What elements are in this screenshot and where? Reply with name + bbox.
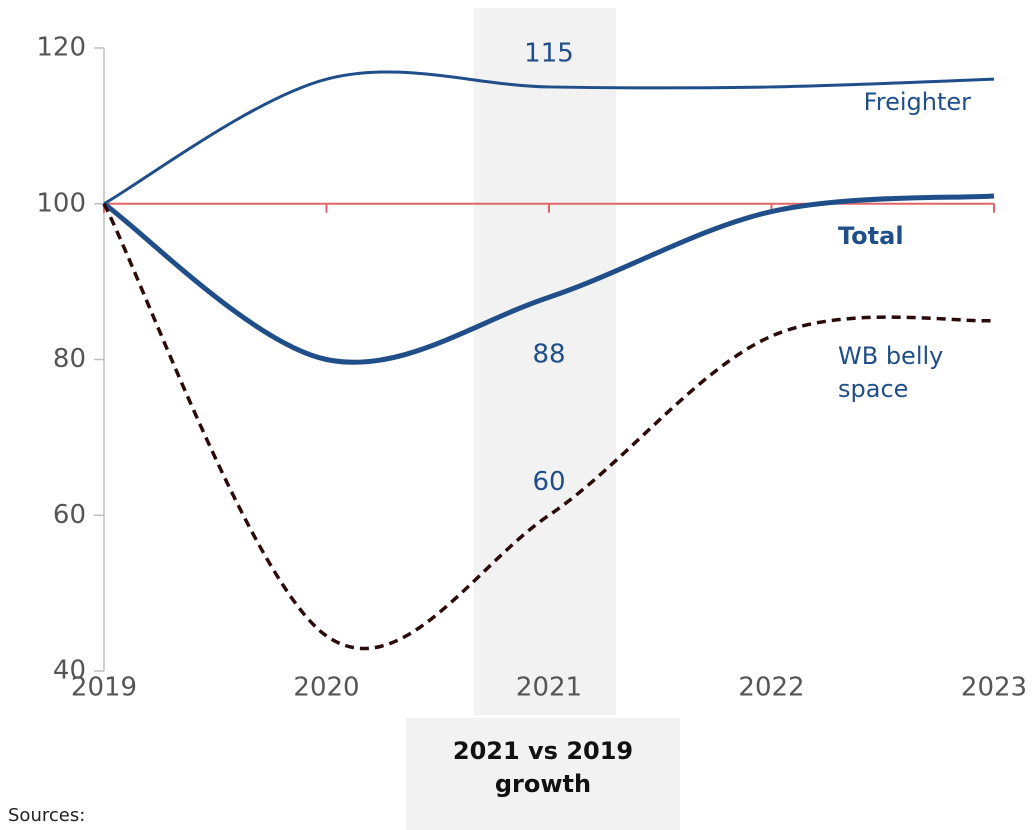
x-tick-label: 2023 xyxy=(961,673,1027,703)
x-tick-label: 2019 xyxy=(71,673,137,703)
y-tick-label: 80 xyxy=(53,344,86,374)
y-tick-label: 120 xyxy=(36,33,86,63)
data-label: 60 xyxy=(532,467,565,497)
series-line xyxy=(102,202,995,651)
y-tick-label: 100 xyxy=(36,188,86,218)
x-tick-label: 2020 xyxy=(293,673,359,703)
data-label: 115 xyxy=(524,38,574,68)
series-label: Total xyxy=(838,222,904,250)
series-line xyxy=(103,70,995,206)
sources: Sources: xyxy=(8,805,86,826)
highlight-label: 2021 vs 2019 growth xyxy=(452,737,634,798)
series-label: WB belly space xyxy=(838,342,944,403)
highlight-label-box xyxy=(406,718,680,830)
x-tick-label: 2021 xyxy=(516,673,582,703)
x-tick-label: 2022 xyxy=(738,673,804,703)
data-label: 88 xyxy=(532,340,565,370)
y-tick-label: 40 xyxy=(53,656,86,686)
series-line xyxy=(102,193,995,365)
y-tick-label: 60 xyxy=(53,500,86,530)
highlight-band xyxy=(474,8,616,715)
series-label: Freighter xyxy=(863,88,971,116)
